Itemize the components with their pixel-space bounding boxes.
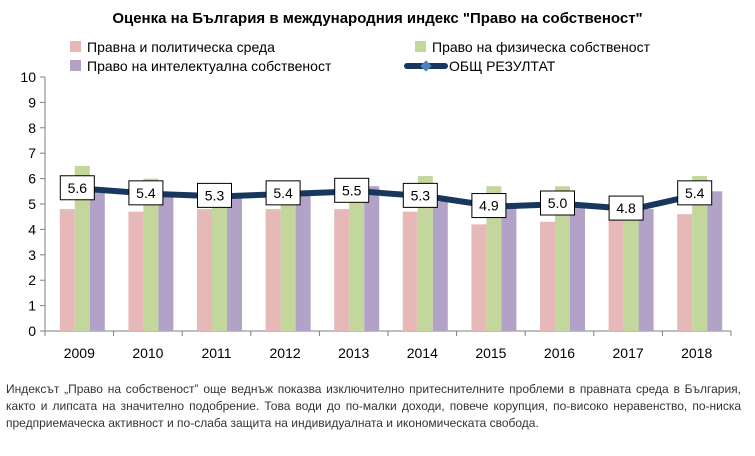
data-label: 5.4 (273, 185, 293, 201)
total-line (81, 185, 705, 213)
caption-text: Индексът „Право на собственост” още ведн… (6, 382, 741, 430)
data-label-box (677, 180, 713, 206)
bar-1 (265, 209, 281, 331)
bar-1 (59, 209, 75, 331)
bar-2 (486, 186, 502, 331)
legend-label-1: Правна и политическа среда (87, 39, 275, 55)
bar-3 (432, 201, 448, 331)
bar-3 (227, 196, 242, 331)
data-label: 5.5 (342, 182, 362, 198)
bar-2 (417, 176, 433, 331)
bar-1 (471, 224, 487, 331)
total-line-layer: 5.6 5.4 5.3 5.4 5.5 5.3 4.9 5.0 4.8 5.4 (59, 175, 713, 221)
data-label: 4.8 (616, 200, 636, 216)
bars (59, 165, 723, 331)
bar-3 (570, 206, 585, 331)
bar-1 (402, 211, 418, 331)
x-tick-label: 2017 (613, 345, 644, 361)
data-label-box (128, 180, 164, 206)
bar-3 (158, 196, 174, 331)
y-tick-label: 10 (20, 69, 36, 85)
legend-swatch-marker (420, 60, 432, 72)
bar-3 (707, 191, 723, 331)
data-label: 5.4 (136, 185, 156, 201)
bar-2 (692, 176, 708, 331)
y-tick-label: 7 (28, 145, 36, 161)
x-tick-label: 2012 (270, 345, 301, 361)
y-tick-label: 1 (28, 298, 36, 314)
data-label: 5.0 (548, 195, 568, 211)
data-label-box (334, 177, 370, 203)
y-tick-label: 0 (28, 323, 36, 339)
y-tick-label: 3 (28, 247, 36, 263)
data-label-box (540, 190, 575, 216)
data-label: 5.4 (685, 185, 705, 201)
chart-area: Правна и политическа среда Право на физич… (20, 39, 732, 361)
bar-3 (638, 209, 654, 331)
y-tick-label: 2 (28, 272, 36, 288)
legend-label-3: Право на интелектуална собственост (87, 58, 332, 74)
bar-2 (280, 188, 296, 331)
data-label-box (265, 180, 301, 206)
x-tick-label: 2016 (544, 345, 575, 361)
chart-title: Оценка на България в международния индек… (112, 10, 643, 27)
x-tick-label: 2014 (407, 345, 438, 361)
legend-label-2: Право на физическа собственост (432, 39, 651, 55)
bar-3 (501, 204, 517, 331)
data-label: 5.3 (411, 187, 431, 203)
bar-3 (89, 191, 105, 331)
bar-3 (364, 186, 380, 331)
data-label-box (197, 182, 232, 208)
bar-2 (623, 198, 639, 331)
y-tick-label: 9 (28, 94, 36, 110)
x-tick-label: 2009 (64, 345, 95, 361)
y-tick-label: 8 (28, 120, 36, 136)
legend-swatch-3 (70, 60, 81, 71)
bar-2 (74, 165, 90, 331)
data-label-box (402, 182, 438, 208)
bar-2 (212, 193, 227, 331)
x-tick-label: 2015 (475, 345, 506, 361)
data-label: 5.3 (205, 187, 225, 203)
legend-label-4: ОБЩ РЕЗУЛТАТ (449, 58, 556, 74)
bar-2 (349, 188, 365, 331)
bar-3 (295, 193, 311, 331)
bar-1 (540, 221, 555, 331)
x-tick-label: 2011 (201, 345, 231, 361)
bar-1 (334, 209, 350, 331)
bar-1 (197, 209, 212, 331)
data-label: 4.9 (479, 198, 499, 214)
data-label-box (59, 175, 95, 201)
bar-1 (128, 211, 144, 331)
data-label-box (608, 195, 644, 221)
x-tick-label: 2010 (132, 345, 163, 361)
y-tick-label: 4 (28, 221, 36, 237)
y-tick-label: 6 (28, 171, 36, 187)
bar-2 (143, 178, 159, 331)
y-tick-label: 5 (28, 196, 36, 212)
bar-1 (677, 214, 693, 331)
bar-1 (608, 219, 624, 331)
data-label: 5.6 (68, 180, 88, 196)
legend-swatch-2 (415, 41, 426, 52)
x-tick-label: 2018 (681, 345, 712, 361)
legend-swatch-1 (70, 41, 81, 52)
bar-2 (555, 186, 570, 331)
x-tick-label: 2013 (338, 345, 369, 361)
legend: Правна и политическа среда Право на физич… (70, 39, 651, 74)
data-label-box (471, 193, 507, 219)
